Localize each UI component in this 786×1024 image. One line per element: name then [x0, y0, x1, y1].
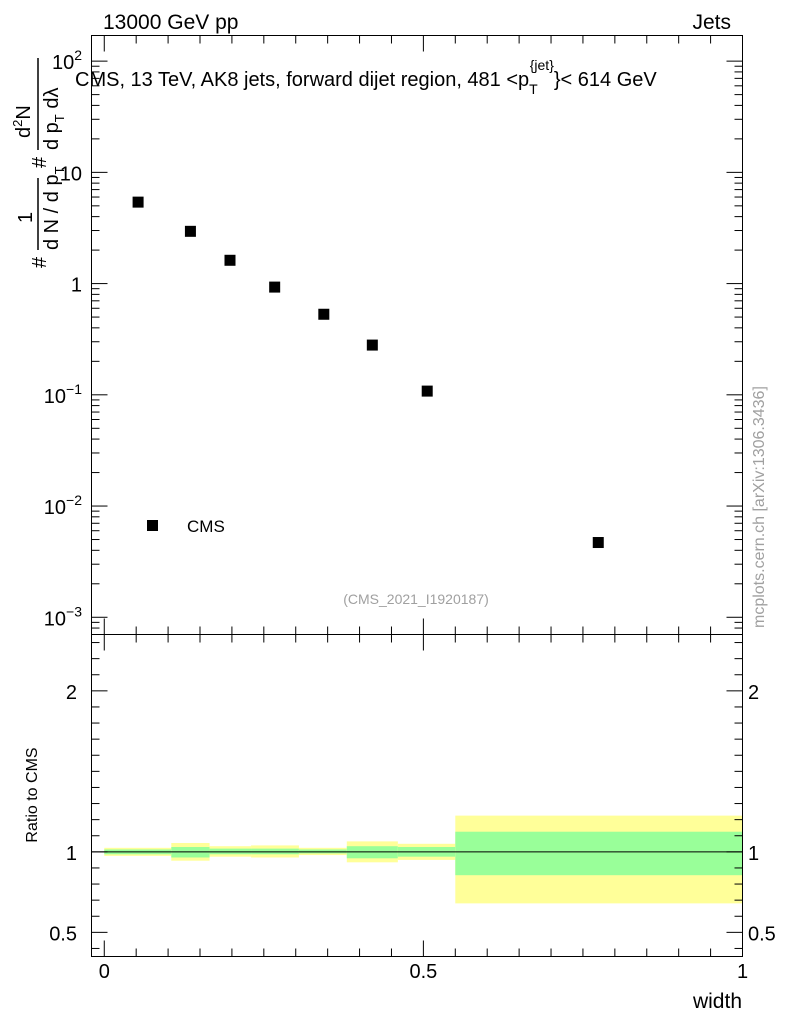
x-tick-label-0.5: 0.5 — [409, 961, 437, 983]
ratio-panel-frame — [91, 634, 743, 957]
ratio-y-tick-label-2-left: 2 — [66, 682, 77, 704]
y-tick-label-0.1: 10−1 — [44, 381, 82, 408]
main-y-tick-labels: 102 10 1 10−1 10−2 10−3 — [44, 47, 82, 630]
ratio-y-axis-label: Ratio to CMS — [24, 747, 41, 842]
ratio-bands — [104, 815, 743, 904]
y-label-numerator-2: d2N — [10, 105, 35, 138]
ratio-band-inner — [455, 831, 743, 876]
main-y-axis-label: # 1 d N / d pT # d2N d pT dλ — [10, 58, 67, 268]
y-label-hash: # — [29, 256, 51, 268]
ratio-y-tick-label-1-right: 1 — [748, 843, 759, 865]
y-tick-label-0.01: 10−2 — [44, 492, 82, 519]
x-tick-label-1: 1 — [737, 961, 748, 983]
ratio-y-tick-label-2-right: 2 — [748, 682, 759, 704]
cms-data-point — [132, 196, 144, 208]
cms-data-point — [366, 339, 378, 351]
main-panel-frame — [91, 35, 743, 635]
watermark: mcplots.cern.ch [arXiv:1306.3436] — [751, 386, 768, 628]
y-label-denominator-2: d pT dλ — [41, 88, 67, 150]
y-label-denominator-1: d N / d pT — [41, 166, 67, 250]
y-tick-label-1: 1 — [71, 275, 82, 297]
cms-data-points — [132, 196, 604, 549]
legend-label: CMS — [187, 517, 225, 536]
analysis-id: (CMS_2021_I1920187) — [343, 591, 489, 607]
header-jets-label: Jets — [692, 11, 731, 34]
cms-data-point — [318, 308, 330, 320]
cms-data-point — [592, 537, 604, 549]
cms-data-point — [224, 254, 236, 266]
header-energy-label: 13000 GeV pp — [103, 11, 238, 34]
x-tick-label-0: 0 — [99, 961, 110, 983]
ratio-panel-ticks — [91, 634, 743, 957]
ratio-y-tick-label-0.5-right: 0.5 — [748, 923, 776, 945]
y-tick-label-10: 10 — [60, 163, 82, 185]
ratio-y-tick-label-0.5-left: 0.5 — [49, 923, 77, 945]
cms-data-point — [421, 385, 433, 397]
cms-data-point — [269, 281, 281, 293]
cms-data-point — [184, 225, 196, 237]
y-label-one: 1 — [15, 212, 37, 223]
main-title: CMS, 13 TeV, AK8 jets, forward dijet reg… — [75, 57, 657, 97]
legend-marker — [147, 520, 158, 531]
x-axis-label: width — [692, 990, 742, 1013]
y-label-hash-2: # — [29, 156, 51, 168]
ratio-y-tick-label-1-left: 1 — [66, 843, 77, 865]
y-tick-label-100: 102 — [52, 47, 82, 74]
y-tick-label-0.001: 10−3 — [44, 603, 82, 630]
main-panel-ticks — [91, 35, 743, 635]
